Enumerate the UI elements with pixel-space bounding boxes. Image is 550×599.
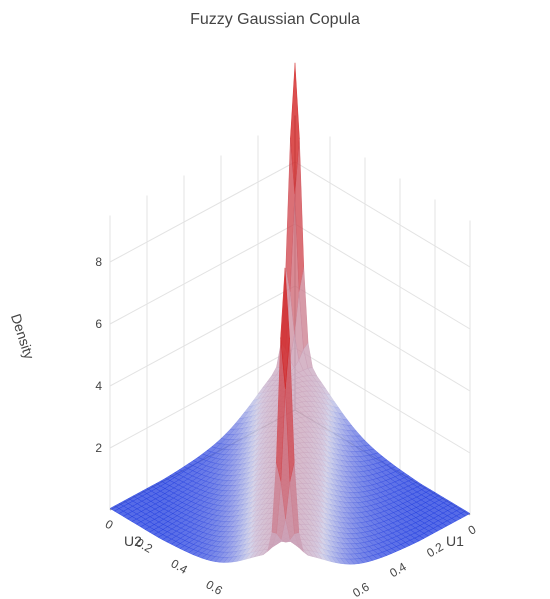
u2-tick-label: 0 xyxy=(466,522,479,538)
z-axis-title: Density xyxy=(8,312,38,361)
z-tick-label: 6 xyxy=(95,317,102,331)
u2-axis-title: U2 xyxy=(124,533,142,549)
u2-tick-label: 0.6 xyxy=(350,580,372,599)
z-tick-label: 8 xyxy=(95,255,102,269)
u1-tick-label: 0.4 xyxy=(168,556,190,577)
u2-tick-label: 0.2 xyxy=(424,540,446,561)
z-tick-label: 4 xyxy=(95,379,102,393)
density-surface[interactable] xyxy=(109,62,471,565)
u1-tick-label: 0 xyxy=(103,517,116,533)
surface-patch xyxy=(280,267,290,390)
u1-axis-title: U1 xyxy=(446,533,464,549)
u2-tick-label: 0.4 xyxy=(387,560,409,581)
z-tick-label: 2 xyxy=(95,441,102,455)
u1-tick-label: 0.6 xyxy=(203,577,225,598)
chart-title: Fuzzy Gaussian Copula xyxy=(190,11,360,28)
